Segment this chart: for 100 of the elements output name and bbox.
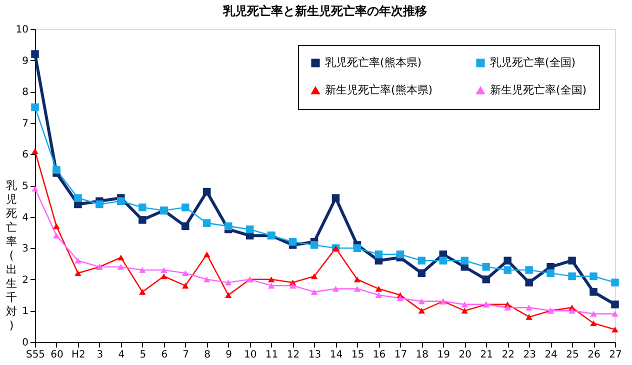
y-tick-label: 10 (16, 24, 28, 36)
point (204, 251, 210, 258)
point (374, 250, 383, 258)
point (611, 278, 619, 286)
point (504, 266, 512, 274)
point (611, 300, 619, 308)
point (74, 194, 82, 202)
point (289, 282, 296, 289)
x-tick-label: S55 (26, 350, 46, 360)
point (288, 238, 297, 246)
x-tick-label: 11 (265, 350, 278, 360)
point (268, 276, 275, 282)
point (52, 166, 60, 174)
x-tick-label: 7 (182, 350, 190, 360)
x-tick-label: 5 (140, 350, 146, 360)
x-tick-label: 12 (286, 350, 300, 360)
x-tick-label: 14 (330, 350, 343, 360)
point (525, 278, 533, 286)
point (482, 276, 490, 284)
point (332, 286, 340, 292)
point (224, 280, 232, 286)
point (32, 148, 38, 154)
point (396, 250, 404, 258)
point (375, 292, 382, 298)
point (418, 298, 426, 304)
point (31, 103, 39, 112)
y-tick-label: 1 (22, 306, 28, 318)
y-tick-label: 8 (22, 87, 28, 98)
point (482, 263, 490, 271)
point (53, 232, 60, 238)
x-tick-label: 8 (204, 350, 211, 360)
point (139, 267, 146, 273)
x-tick-label: 10 (244, 350, 257, 360)
point (460, 256, 469, 264)
point (139, 289, 146, 295)
x-tick-label: 25 (566, 350, 579, 360)
x-tick-label: 9 (226, 350, 232, 360)
x-tick-label: 24 (544, 350, 558, 360)
point (504, 304, 511, 310)
x-tick-label: 16 (372, 350, 386, 360)
point (32, 186, 38, 192)
point (526, 314, 532, 320)
x-tick-label: 15 (351, 350, 364, 360)
point (96, 200, 104, 208)
point (310, 273, 318, 280)
point (117, 197, 125, 206)
point (568, 272, 576, 280)
x-tick-label: 3 (96, 350, 104, 360)
chart-title: 乳児死亡率と新生児死亡率の年次推移 (222, 4, 427, 18)
x-tick-label: 4 (118, 350, 125, 360)
point (160, 267, 168, 273)
point (310, 289, 318, 295)
y-tick-label: 2 (22, 274, 28, 286)
legend-label: 乳児死亡率(全国) (490, 56, 576, 69)
point (612, 310, 618, 317)
point (181, 204, 190, 212)
point (310, 241, 318, 249)
y-tick-label: 7 (22, 118, 28, 130)
point (461, 308, 468, 314)
point (354, 276, 361, 282)
point (590, 272, 598, 280)
x-tick-label: 17 (394, 350, 408, 360)
y-tick-label: 4 (22, 212, 28, 224)
text: 乳児死亡率(出生千対) (6, 179, 17, 332)
point (182, 282, 189, 289)
point (525, 266, 533, 274)
y-tick-label: 3 (22, 244, 28, 255)
point (568, 256, 576, 264)
x-tick-label: 23 (523, 350, 536, 360)
legend-label: 乳児死亡率(熊本県) (325, 56, 422, 69)
x-tick-label: 6 (161, 350, 168, 360)
point (138, 204, 146, 212)
point (396, 295, 404, 302)
point (504, 256, 512, 264)
point (526, 304, 532, 310)
x-tick-label: H2 (72, 350, 86, 360)
point (181, 222, 190, 230)
point (53, 223, 60, 230)
point (439, 256, 448, 264)
point (204, 276, 210, 282)
point (332, 194, 340, 202)
x-tick-label: 26 (588, 350, 600, 360)
point (118, 264, 124, 270)
point (375, 286, 382, 292)
y-tick-label: 6 (22, 150, 28, 161)
y-tick-label: 5 (22, 181, 28, 192)
point (74, 270, 82, 276)
point (546, 269, 554, 278)
x-tick-label: 18 (416, 350, 429, 360)
legend-label: 新生児死亡率(熊本県) (325, 84, 433, 96)
point (202, 188, 211, 196)
point (31, 50, 39, 58)
point (590, 288, 598, 296)
x-tick-label: 22 (502, 350, 514, 360)
x-tick-label: 27 (609, 350, 622, 360)
point (418, 308, 426, 314)
point (461, 302, 468, 308)
point (160, 273, 168, 280)
legend-label: 新生児死亡率(全国) (490, 84, 587, 96)
point (353, 244, 362, 252)
